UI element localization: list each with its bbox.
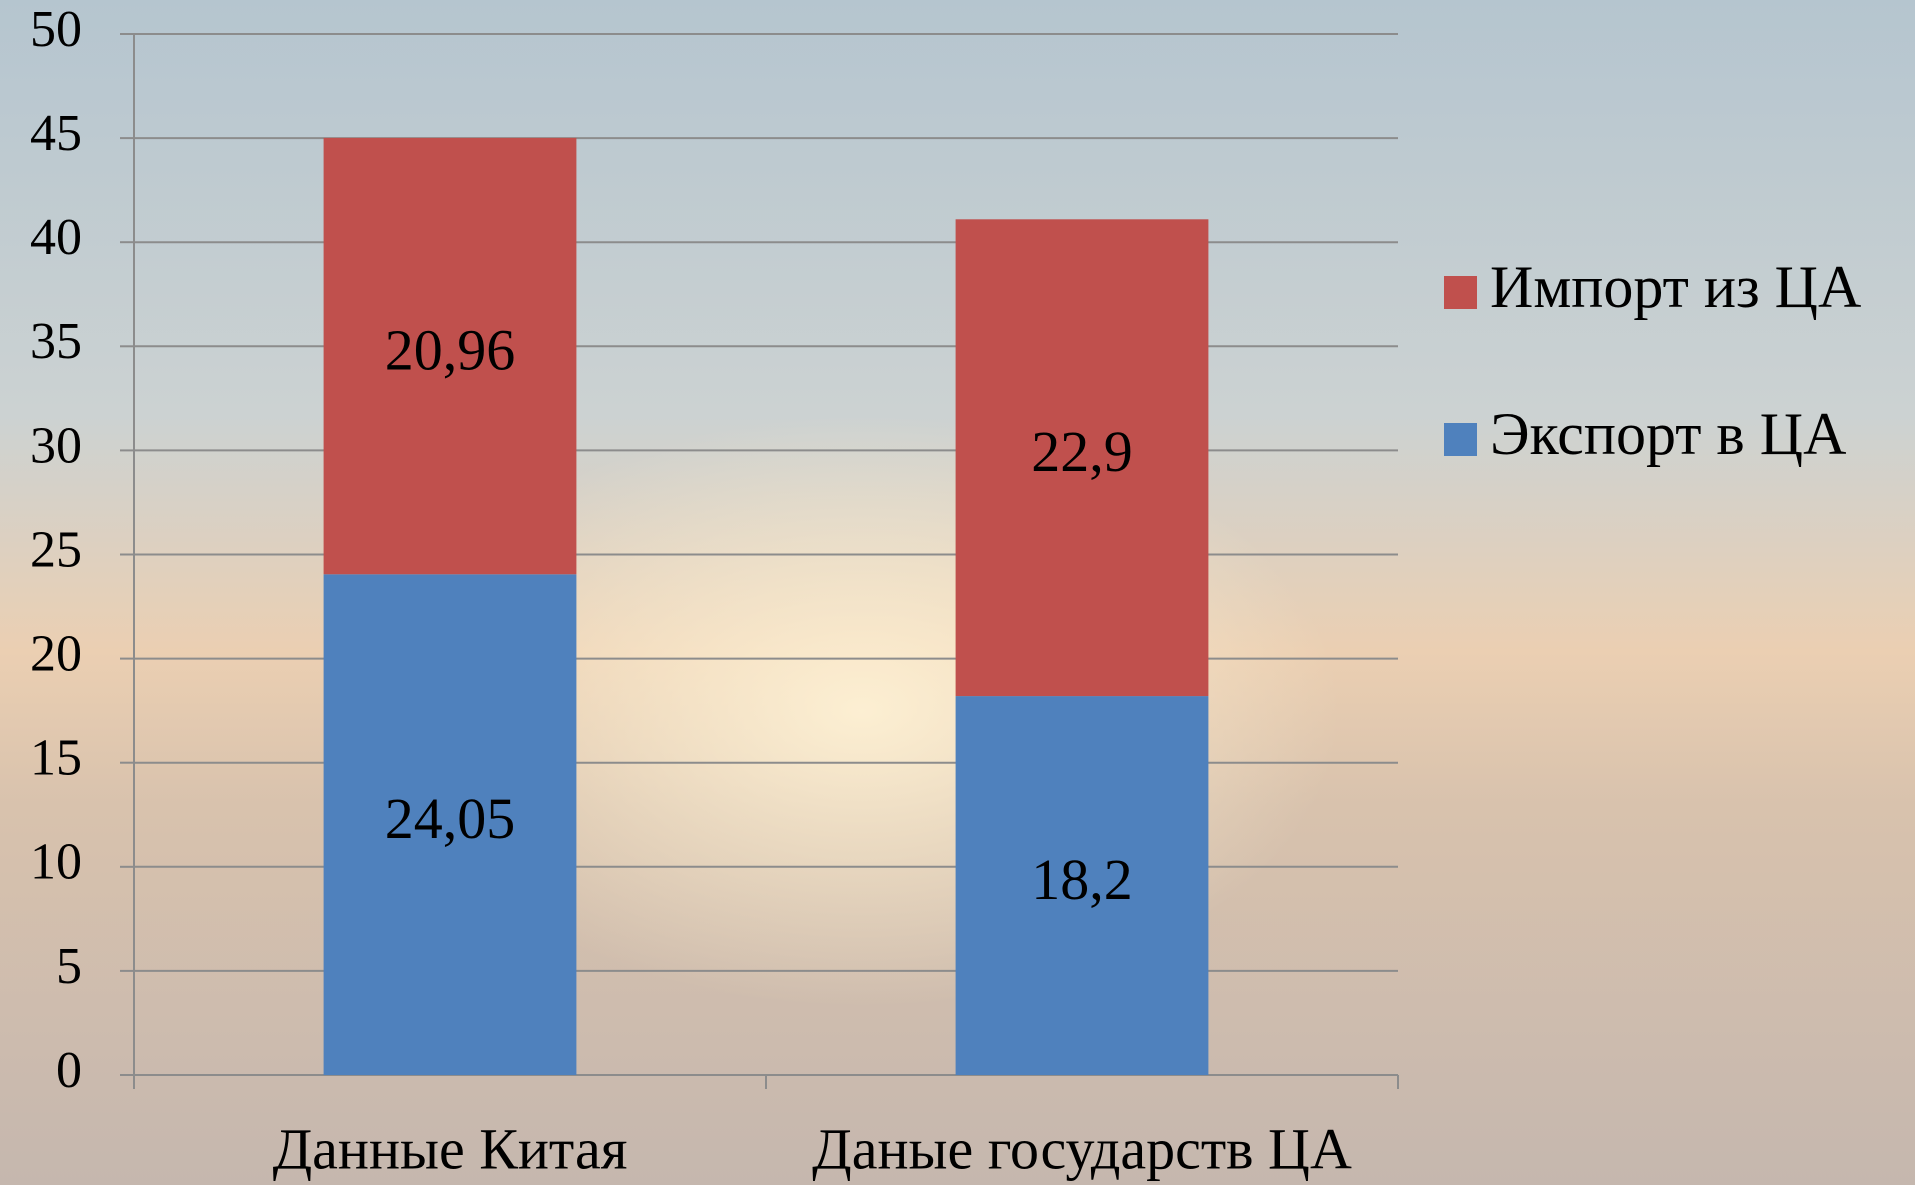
value-label: 18,2 [1031, 847, 1133, 912]
value-label: 22,9 [1031, 419, 1133, 484]
legend-label: Импорт из ЦА [1490, 254, 1861, 320]
legend-swatch [1444, 276, 1477, 309]
y-tick-label: 35 [30, 313, 82, 370]
y-tick-label: 50 [30, 1, 82, 58]
x-tick-label: Даные государств ЦА [812, 1116, 1352, 1181]
value-label: 20,96 [385, 317, 516, 382]
y-tick-label: 40 [30, 209, 82, 266]
y-tick-label: 15 [30, 730, 82, 787]
legend-label: Экспорт в ЦА [1490, 401, 1846, 467]
x-tick-label: Данные Китая [273, 1116, 628, 1181]
legend-swatch [1444, 423, 1477, 456]
y-tick-label: 30 [30, 417, 82, 474]
y-tick-label: 0 [56, 1042, 82, 1099]
chart: 0 5 10 15 20 25 30 35 40 45 50 Данные Китая 24,05 20,… [0, 0, 1915, 1185]
value-label: 24,05 [385, 786, 516, 851]
y-tick-label: 20 [30, 626, 82, 683]
y-tick-label: 25 [30, 521, 82, 578]
y-tick-label: 10 [30, 834, 82, 891]
y-tick-label: 45 [30, 105, 82, 162]
y-tick-label: 5 [56, 938, 82, 995]
